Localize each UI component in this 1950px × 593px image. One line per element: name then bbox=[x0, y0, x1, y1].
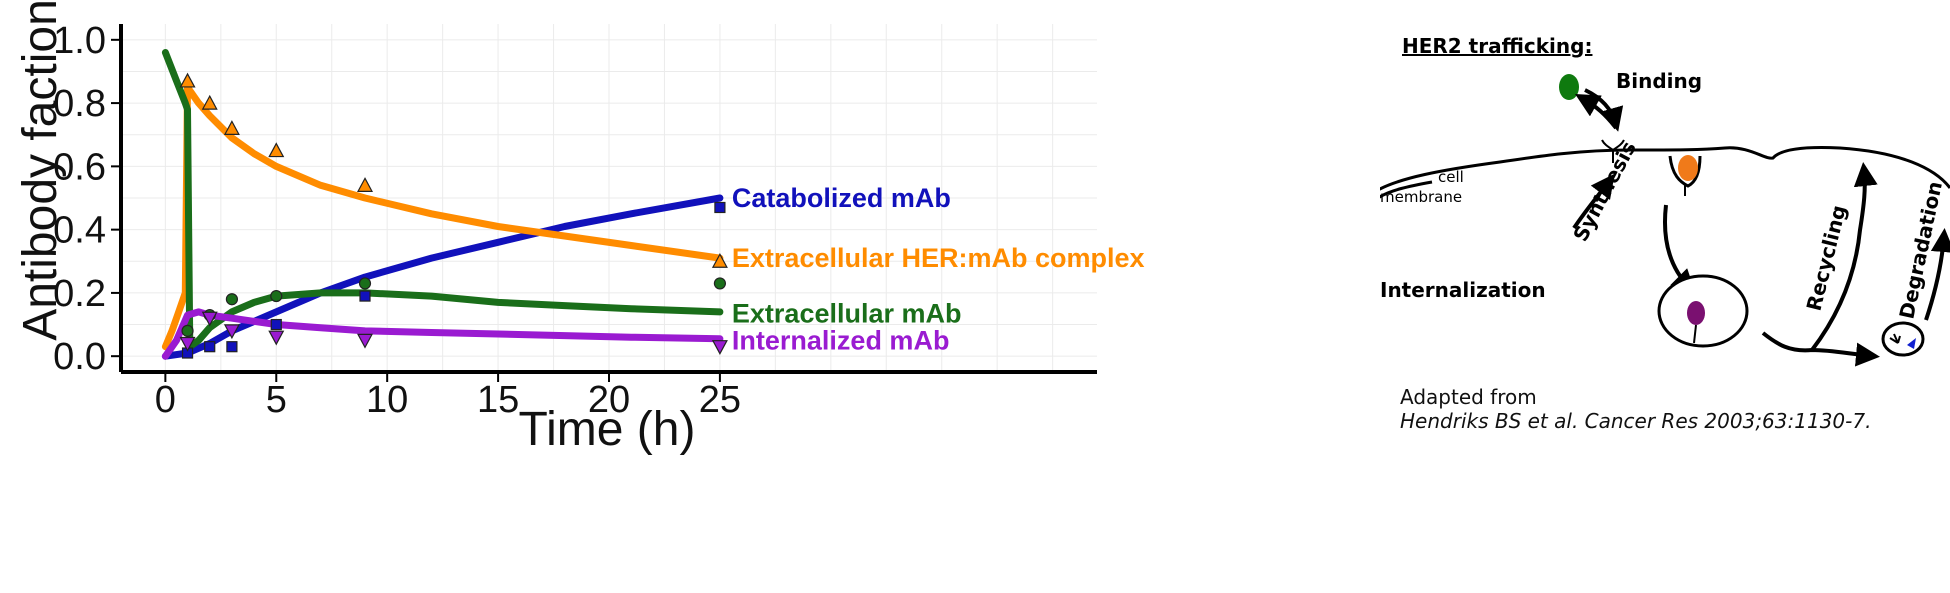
data-point-extracellular-mab bbox=[270, 289, 283, 303]
x-tick-label: 10 bbox=[366, 379, 408, 421]
series-label-catabolized-mab: Catabolized mAb bbox=[732, 183, 951, 213]
data-point-internalized-mab bbox=[201, 311, 218, 327]
degradation-label: Degradation bbox=[1894, 179, 1947, 321]
y-tick-label: 0.6 bbox=[53, 146, 106, 188]
y-tick-label: 0.4 bbox=[53, 210, 106, 252]
blue-fragment-icon bbox=[1907, 338, 1916, 349]
internalization-label: Internalization bbox=[1380, 278, 1546, 302]
data-point-catabolized-mab bbox=[714, 201, 726, 214]
series-label-extracellular-her-mab-complex: Extracellular HER:mAb complex bbox=[732, 243, 1145, 273]
credit-citation: Hendriks BS et al. Cancer Res 2003;63:11… bbox=[1400, 409, 1872, 433]
series-line-extracellular-her-mab-complex bbox=[161, 83, 724, 351]
cell-membrane-edge bbox=[1380, 180, 1433, 199]
x-tick-label: 15 bbox=[477, 379, 519, 421]
data-point-internalized-mab bbox=[268, 330, 285, 346]
internalization-arrow bbox=[1663, 204, 1696, 294]
data-point-extracellular-mab bbox=[358, 277, 372, 290]
degradation-arrow bbox=[1924, 228, 1950, 321]
data-point-extracellular-mab bbox=[181, 324, 194, 337]
data-point-extracellular-her-mab-complex bbox=[711, 253, 728, 268]
y-tick-label: 0.2 bbox=[53, 273, 106, 315]
cell-membrane bbox=[1380, 146, 1950, 191]
data-point-internalized-mab bbox=[711, 340, 728, 355]
data-point-extracellular-her-mab-complex bbox=[268, 142, 285, 158]
x-tick-label: 5 bbox=[266, 379, 287, 421]
data-point-internalized-mab bbox=[356, 333, 374, 349]
series-line-extracellular-mab bbox=[161, 49, 724, 351]
series-label-internalized-mab: Internalized mAb bbox=[732, 325, 950, 355]
data-point-catabolized-mab bbox=[359, 290, 371, 302]
data-point-internalized-mab bbox=[179, 336, 196, 352]
data-point-extracellular-her-mab-complex bbox=[179, 72, 196, 88]
synthesis-arrow bbox=[1572, 173, 1615, 230]
x-tick-label: 20 bbox=[588, 379, 630, 421]
membrane-label: membrane bbox=[1380, 188, 1462, 206]
y-axis-title: Antibody faction bbox=[14, 0, 67, 341]
data-point-extracellular-her-mab-complex bbox=[223, 120, 240, 135]
orange-complex-icon bbox=[1678, 155, 1698, 181]
cell-label: cell bbox=[1438, 168, 1464, 186]
antibody-chart: 0 5 10 15 20 25 0.0 0.2 0.4 0.6 0.8 1.0 Catabolize… bbox=[14, 0, 1145, 456]
data-point-catabolized-mab bbox=[204, 341, 216, 353]
her2-trafficking-diagram: HER2 trafficking: cell membrane Binding … bbox=[1380, 34, 1950, 367]
data-point-catabolized-mab bbox=[270, 318, 282, 331]
series-labels: Catabolized mAb Extracellular HER:mAb com… bbox=[732, 183, 1145, 355]
x-axis-title: Time (h) bbox=[519, 403, 696, 456]
lysosome bbox=[1881, 321, 1925, 357]
binding-arrow-down bbox=[1584, 88, 1624, 132]
x-ticks: 0 5 10 15 20 25 bbox=[155, 372, 741, 421]
degraded-fragments-icon bbox=[1889, 333, 1901, 344]
data-point-extracellular-mab bbox=[225, 293, 239, 306]
credit-line-1: Adapted from bbox=[1400, 385, 1537, 409]
series-line-internalized-mab bbox=[161, 308, 724, 360]
her2-receptor-icon bbox=[1601, 139, 1625, 163]
green-antibody-icon bbox=[1559, 74, 1579, 100]
x-tick-label: 25 bbox=[699, 379, 741, 421]
y-tick-label: 0.8 bbox=[53, 83, 106, 125]
chart-series bbox=[161, 49, 728, 360]
y-tick-label: 1.0 bbox=[53, 20, 106, 62]
purple-antibody-icon bbox=[1687, 301, 1705, 325]
series-label-extracellular-mab: Extracellular mAb bbox=[732, 298, 962, 328]
diagram-title: HER2 trafficking: bbox=[1402, 34, 1592, 58]
recycling-arrow bbox=[1810, 162, 1878, 352]
binding-label: Binding bbox=[1616, 69, 1702, 93]
data-point-extracellular-her-mab-complex bbox=[356, 177, 374, 192]
chart-grid bbox=[121, 24, 1097, 372]
endosome-receptor-icon bbox=[1693, 324, 1697, 344]
membrane-pit bbox=[1668, 155, 1702, 188]
y-ticks: 0.0 0.2 0.4 0.6 0.8 1.0 bbox=[53, 20, 121, 378]
y-tick-label: 0.0 bbox=[53, 336, 106, 378]
x-tick-label: 0 bbox=[155, 379, 176, 421]
data-point-internalized-mab bbox=[223, 324, 240, 340]
data-point-extracellular-mab bbox=[713, 277, 727, 290]
data-point-catabolized-mab bbox=[226, 341, 238, 353]
data-point-extracellular-her-mab-complex bbox=[201, 94, 218, 110]
